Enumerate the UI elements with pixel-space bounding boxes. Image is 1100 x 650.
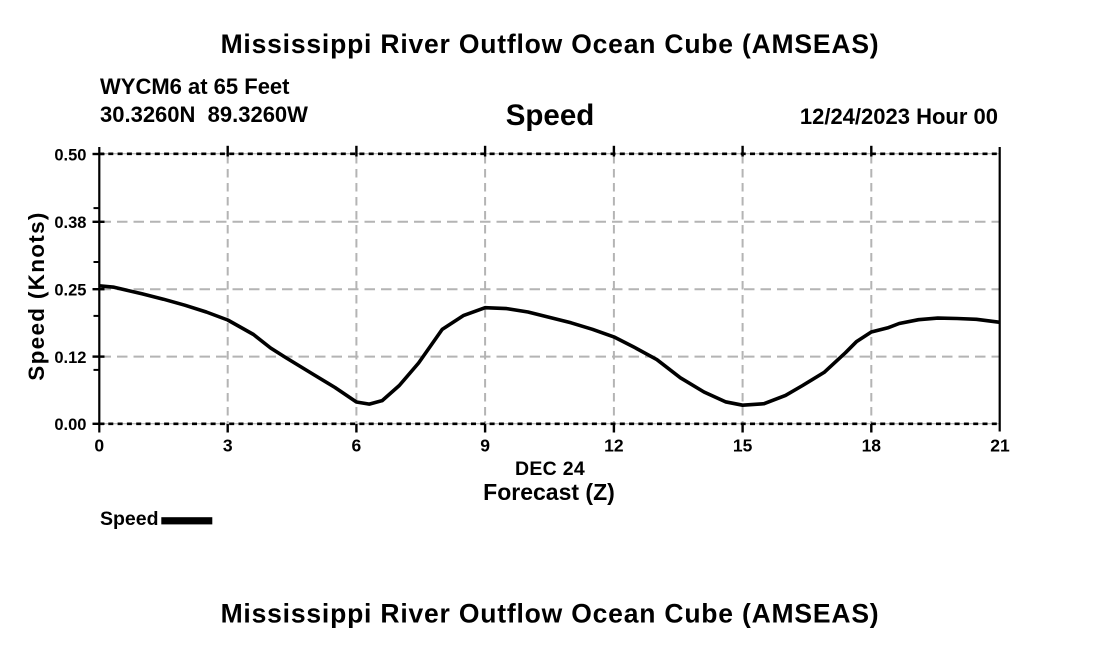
svg-text:WYCM6 at 65 Feet: WYCM6 at 65 Feet [100, 74, 290, 99]
svg-text:3: 3 [223, 435, 233, 455]
svg-text:15: 15 [733, 435, 753, 455]
svg-text:Mississippi River Outflow Ocea: Mississippi River Outflow Ocean Cube (AM… [221, 29, 880, 59]
svg-text:0.25: 0.25 [54, 282, 86, 300]
svg-text:9: 9 [480, 435, 490, 455]
svg-text:0: 0 [94, 435, 104, 455]
svg-text:Mississippi River Outflow Ocea: Mississippi River Outflow Ocean Cube (AM… [221, 599, 880, 629]
svg-text:6: 6 [352, 435, 362, 455]
svg-text:12: 12 [604, 435, 624, 455]
svg-text:0.00: 0.00 [54, 416, 86, 434]
svg-text:21: 21 [990, 435, 1010, 455]
svg-text:0.50: 0.50 [54, 146, 86, 164]
svg-text:Speed (Knots): Speed (Knots) [24, 211, 49, 380]
svg-text:Speed: Speed [100, 508, 159, 530]
svg-text:30.3260N 89.3260W: 30.3260N 89.3260W [100, 102, 308, 127]
svg-text:18: 18 [862, 435, 882, 455]
svg-text:0.38: 0.38 [54, 214, 86, 232]
svg-text:Speed: Speed [506, 99, 595, 132]
svg-text:Forecast (Z): Forecast (Z) [483, 479, 615, 505]
svg-text:DEC 24: DEC 24 [515, 458, 585, 480]
svg-text:12/24/2023 Hour 00: 12/24/2023 Hour 00 [800, 104, 998, 129]
svg-text:0.12: 0.12 [54, 349, 86, 367]
